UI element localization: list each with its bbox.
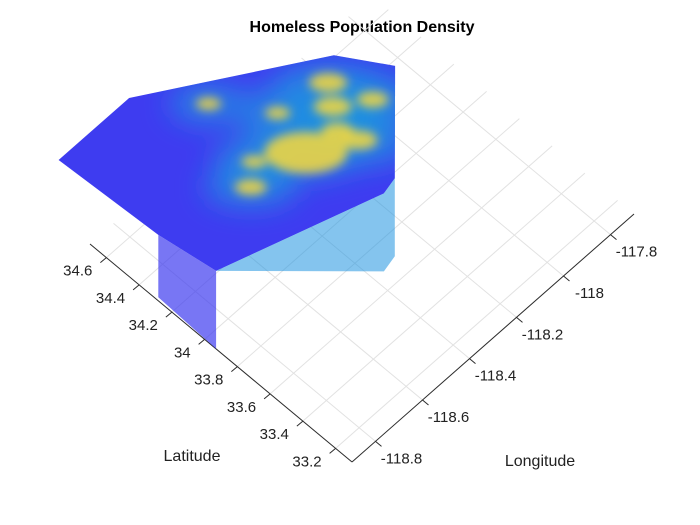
x-tick-mark [516,316,523,323]
x-tick-mark [375,440,382,447]
x-gridline [113,222,376,442]
y-tick-mark [165,311,173,318]
y-tick-label: 34.6 [63,263,92,280]
y-tick-mark [132,284,140,291]
surface-side-wall [216,178,395,272]
y-gridline [269,145,553,395]
y-tick-label: 34 [174,344,191,361]
density-hotspot [339,130,378,150]
density-hotspot [264,131,348,174]
density-surface [58,55,396,349]
x-tick-labels: -118.8 -118.6 -118.4 -118.2 -118 -117.8 [381,244,657,468]
y-tick-mark [296,420,304,427]
x-tick-label: -118.6 [428,409,469,426]
x-axis-line [351,213,635,463]
y-tick-mark [231,366,238,373]
x-tick-label: -118.4 [475,368,516,385]
y-tick-label: 33.8 [194,372,223,389]
y-tick-mark [329,447,336,454]
y-tick-mark [100,257,107,264]
x-tick-label: -118.8 [381,450,422,467]
density-hotspot [234,179,267,196]
density-hotspot [308,73,348,93]
x-tick-mark [610,234,617,241]
y-gridline [335,199,618,449]
y-tick-label: 34.2 [129,317,158,334]
density-hotspot [195,97,222,111]
x-tick-mark [422,399,429,406]
surface-side-wall-left [158,234,217,349]
axis-layer [89,213,635,463]
y-tick-label: 33.4 [260,426,289,443]
x-tick-mark [563,275,570,282]
x-gridline [348,16,611,236]
density-hotspot [313,97,353,117]
y-axis-label: Latitude [164,448,221,465]
density-hotspot [264,106,291,120]
x-axis-label: Longitude [505,453,575,470]
density-hotspot [356,91,389,108]
y-tick-labels: 33.233.433.633.834 34.234.434.6 [63,263,321,471]
y-tick-label: 34.4 [96,290,125,307]
y-axis-line [89,243,353,463]
density-hotspot [241,155,267,169]
y-tick-mark [198,338,205,345]
y-tick-label: 33.6 [227,399,256,416]
y-tick-label: 33.2 [292,453,321,470]
x-tick-label: -117.8 [616,244,657,261]
x-tick-label: -118.2 [522,326,563,343]
x-tick-label: -118 [575,285,604,302]
y-gridline [302,172,586,422]
y-tick-mark [263,393,271,400]
x-tick-mark [469,358,476,365]
